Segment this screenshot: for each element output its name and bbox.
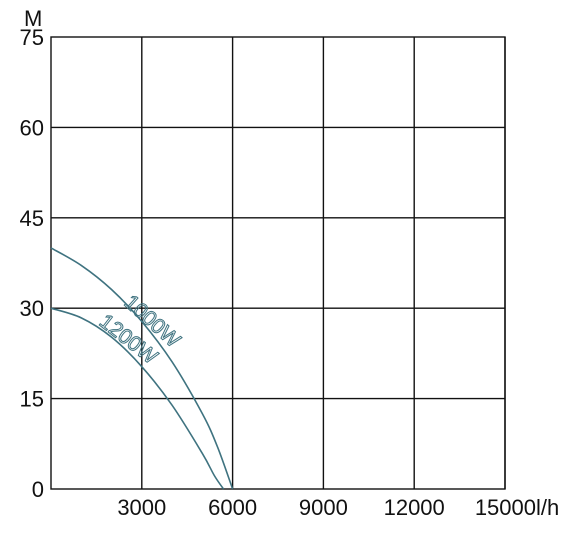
x-tick-label: 9000 [299,495,348,520]
y-axis-label: M [24,6,42,31]
plot-frame [50,36,506,490]
x-axis-label: l/h [536,495,559,520]
y-tick-label: 30 [20,296,44,321]
labels: M l/h 3000 6000 9000 12000 15000015304560751… [20,6,560,520]
y-tick-label: 75 [20,25,44,50]
y-tick-label: 60 [20,115,44,140]
grid [50,36,506,490]
x-tick-label: 3000 [117,495,166,520]
y-tick-label: 0 [32,477,44,502]
x-tick-label: 15000 [475,495,536,520]
x-tick-label: 6000 [208,495,257,520]
y-tick-label: 45 [20,206,44,231]
series-line-1200w [50,307,225,490]
x-tick-label: 12000 [384,495,445,520]
y-tick-label: 15 [20,387,44,412]
series-layer [50,247,234,490]
series-line-1000w [50,247,234,490]
